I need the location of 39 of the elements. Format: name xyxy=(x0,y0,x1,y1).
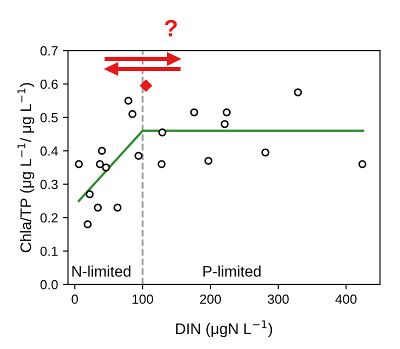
y-tick-label: 0.1 xyxy=(40,246,58,256)
point xyxy=(222,108,231,116)
y-tick-label: 0.2 xyxy=(40,213,58,223)
y-tick-label: 0.0 xyxy=(40,280,58,290)
y-tick-label: 0.6 xyxy=(40,80,58,89)
text: ? xyxy=(164,20,177,36)
point xyxy=(134,152,143,160)
point xyxy=(261,148,270,157)
x-axis-title: DIN (μgN L$^{−1}$) xyxy=(176,320,272,338)
x-tick-label: 0 xyxy=(72,294,78,304)
point xyxy=(358,160,366,168)
point xyxy=(140,80,152,92)
point xyxy=(98,146,106,155)
point xyxy=(124,96,132,105)
point xyxy=(294,88,302,96)
annotation: N-limited xyxy=(72,266,130,277)
x-tick-label: 200 xyxy=(200,294,221,304)
y-tick-label: 0.3 xyxy=(40,180,58,190)
point xyxy=(74,160,83,168)
point xyxy=(158,160,166,168)
point xyxy=(204,156,212,165)
annotation: P-limited xyxy=(203,266,261,277)
y-tick-label: 0.7 xyxy=(40,46,58,56)
x-tick-label: 300 xyxy=(268,294,289,304)
x-tick-label: 400 xyxy=(335,294,357,304)
point xyxy=(102,163,110,172)
point xyxy=(84,220,92,228)
y-tick-label: 0.5 xyxy=(40,112,58,122)
point xyxy=(94,204,102,212)
point xyxy=(128,110,136,118)
point xyxy=(190,108,198,116)
point xyxy=(113,204,122,212)
x-tick-label: 100 xyxy=(132,294,154,304)
point xyxy=(220,120,229,128)
y-axis-title: Chla/TP (μg L$^{−1}$/ μg L$^{−1}$) xyxy=(17,83,34,252)
point xyxy=(96,160,104,168)
point xyxy=(158,128,166,136)
y-tick-label: 0.4 xyxy=(40,146,58,156)
point xyxy=(86,190,94,198)
